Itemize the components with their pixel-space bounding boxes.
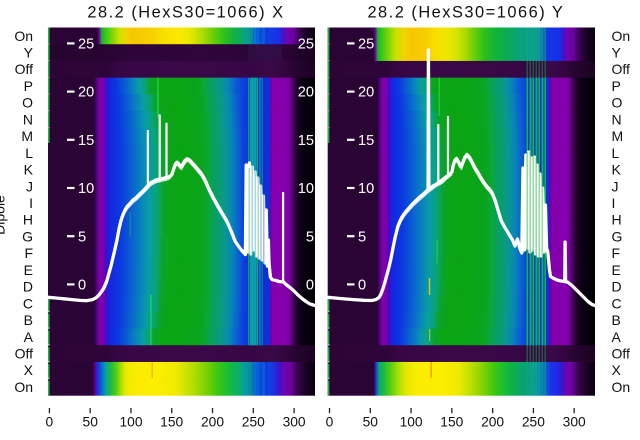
svg-text:E: E (24, 262, 33, 278)
svg-text:On: On (14, 28, 33, 44)
svg-text:X: X (24, 362, 34, 378)
svg-text:25: 25 (358, 37, 374, 53)
svg-text:0: 0 (326, 415, 334, 430)
svg-text:0: 0 (306, 278, 314, 294)
svg-text:Y: Y (24, 45, 34, 61)
svg-text:5: 5 (358, 229, 366, 245)
svg-text:P: P (612, 78, 621, 94)
svg-text:K: K (612, 162, 622, 178)
svg-text:Y: Y (612, 45, 622, 61)
svg-text:Dipole: Dipole (0, 195, 8, 235)
svg-text:B: B (24, 312, 33, 328)
svg-text:I: I (29, 195, 33, 211)
svg-text:A: A (612, 329, 622, 345)
svg-text:N: N (23, 111, 33, 127)
svg-text:A: A (24, 329, 34, 345)
svg-text:X: X (612, 362, 622, 378)
svg-text:H: H (23, 212, 33, 228)
svg-text:250: 250 (242, 415, 265, 430)
svg-text:G: G (612, 228, 623, 244)
svg-text:0: 0 (46, 415, 54, 430)
svg-text:F: F (24, 245, 33, 261)
svg-text:Off: Off (15, 346, 34, 362)
svg-text:On: On (14, 379, 33, 395)
svg-text:10: 10 (298, 181, 314, 197)
svg-text:H: H (612, 212, 622, 228)
svg-text:K: K (24, 162, 34, 178)
svg-text:Off: Off (612, 61, 631, 77)
svg-text:150: 150 (160, 415, 183, 430)
svg-text:20: 20 (298, 85, 314, 101)
svg-text:O: O (22, 95, 33, 111)
svg-text:On: On (612, 28, 631, 44)
svg-text:L: L (612, 145, 620, 161)
svg-text:0: 0 (78, 278, 86, 294)
svg-text:C: C (23, 295, 33, 311)
svg-text:25: 25 (298, 37, 314, 53)
svg-text:200: 200 (201, 415, 224, 430)
svg-text:C: C (612, 295, 622, 311)
svg-text:5: 5 (78, 229, 86, 245)
svg-text:5: 5 (306, 229, 314, 245)
svg-text:N: N (612, 111, 622, 127)
svg-text:D: D (612, 279, 622, 295)
svg-text:28.2 (HexS30=1066) X: 28.2 (HexS30=1066) X (87, 4, 284, 22)
svg-text:50: 50 (363, 415, 379, 430)
svg-text:25: 25 (78, 37, 94, 53)
svg-text:O: O (612, 95, 623, 111)
svg-text:P: P (24, 78, 33, 94)
svg-text:250: 250 (522, 415, 545, 430)
svg-text:J: J (612, 178, 619, 194)
svg-text:100: 100 (400, 415, 423, 430)
svg-text:10: 10 (358, 181, 374, 197)
svg-text:15: 15 (358, 133, 374, 149)
svg-text:E: E (612, 262, 621, 278)
svg-text:M: M (612, 128, 624, 144)
svg-text:J: J (26, 178, 33, 194)
svg-text:200: 200 (481, 415, 504, 430)
svg-text:I: I (612, 195, 616, 211)
svg-text:300: 300 (563, 415, 586, 430)
svg-text:B: B (612, 312, 621, 328)
svg-text:15: 15 (78, 133, 94, 149)
svg-text:300: 300 (283, 415, 306, 430)
svg-text:0: 0 (358, 278, 366, 294)
svg-text:F: F (612, 245, 621, 261)
svg-text:M: M (21, 128, 33, 144)
svg-text:15: 15 (298, 133, 314, 149)
svg-text:10: 10 (78, 181, 94, 197)
svg-text:100: 100 (119, 415, 142, 430)
svg-text:G: G (22, 228, 33, 244)
svg-text:Off: Off (15, 61, 34, 77)
svg-text:L: L (25, 145, 33, 161)
svg-text:Off: Off (612, 346, 631, 362)
svg-text:D: D (23, 279, 33, 295)
svg-text:28.2 (HexS30=1066) Y: 28.2 (HexS30=1066) Y (367, 4, 564, 22)
svg-text:50: 50 (83, 415, 99, 430)
svg-text:On: On (612, 379, 631, 395)
svg-text:20: 20 (78, 85, 94, 101)
svg-text:20: 20 (358, 85, 374, 101)
svg-text:150: 150 (440, 415, 463, 430)
